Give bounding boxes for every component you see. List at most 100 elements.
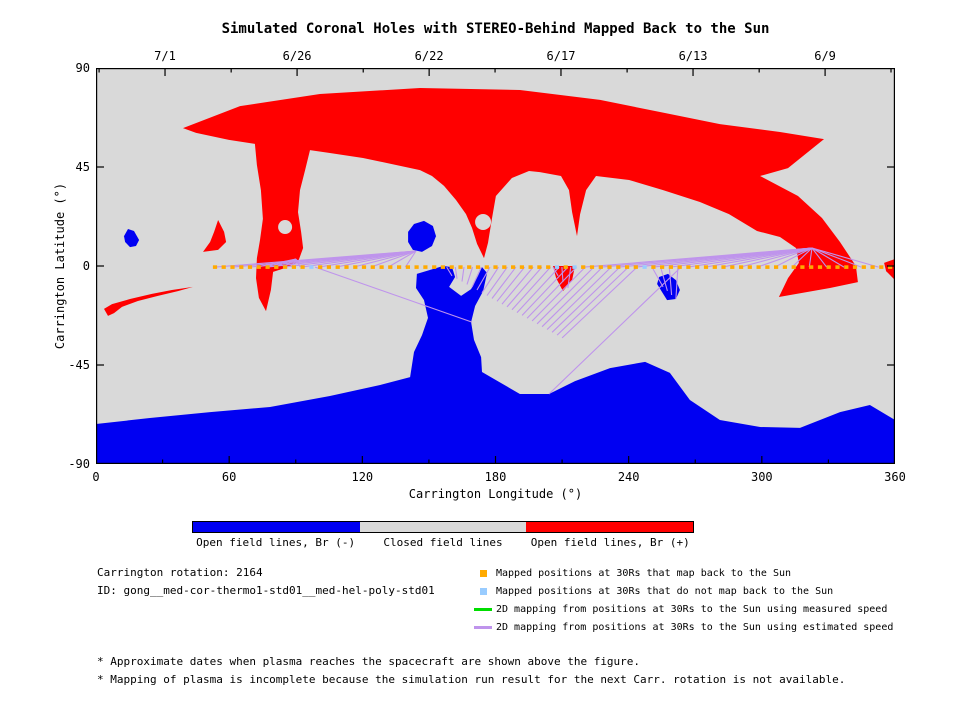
y-axis-label: Carrington Latitude (°) xyxy=(53,182,67,350)
mapped-position-dot xyxy=(625,265,630,269)
mapping-line-fan-red-column xyxy=(295,258,301,268)
x-axis-tick-label: 240 xyxy=(617,470,640,484)
run-id-text: ID: gong__med-cor-thermo1-std01__med-hel… xyxy=(97,584,435,597)
top-axis-date-label: 6/22 xyxy=(414,49,444,63)
mapped-position-dot xyxy=(300,265,305,269)
mapping-line-fan-south-plume xyxy=(536,266,595,325)
mapped-position-dot xyxy=(879,265,884,269)
mapping-line-fan-south-plume xyxy=(526,266,577,319)
y-axis-tick-label: 0 xyxy=(82,259,90,273)
plot-border xyxy=(96,68,895,464)
mapped-position-dot xyxy=(826,265,831,269)
x-axis-tick-label: 60 xyxy=(221,470,237,484)
mapping-line-fan-south-plume xyxy=(546,266,612,330)
legend-swatch-mark xyxy=(479,569,487,577)
legend-item: 2D mapping from positions at 30Rs to the… xyxy=(470,619,893,635)
unmapped-position-dot xyxy=(642,265,647,269)
x-axis-label: Carrington Longitude (°) xyxy=(408,487,583,501)
mapped-position-dot xyxy=(852,265,858,269)
mapping-line-fan-equator-spike xyxy=(561,267,564,282)
mapping-line-long-lines xyxy=(548,266,682,395)
mapped-position-dot xyxy=(581,265,586,269)
mapped-position-dot xyxy=(817,265,823,269)
mapping-line-fan-east-spike xyxy=(739,247,813,268)
legend-item: Mapped positions at 30Rs that do not map… xyxy=(470,583,833,599)
mapped-position-dot xyxy=(633,265,638,269)
mapped-position-dot xyxy=(414,265,419,269)
mapped-position-dot xyxy=(563,265,568,269)
mapped-position-dot xyxy=(519,265,524,269)
legend-swatch-mark xyxy=(479,587,487,595)
mapping-line-fan-west-blob xyxy=(353,250,417,268)
unmapped-position-dot xyxy=(309,265,314,269)
mapped-position-dot xyxy=(774,265,779,269)
mapped-position-dot xyxy=(239,265,244,269)
mapped-position-dot xyxy=(844,265,849,269)
mapped-position-dot xyxy=(765,265,770,269)
mapped-position-dot xyxy=(739,265,744,269)
mapped-position-dot xyxy=(782,265,787,269)
mapping-line-fan-east-spike xyxy=(811,247,879,268)
legend-item: Mapped positions at 30Rs that map back t… xyxy=(470,565,791,581)
mapped-position-dot xyxy=(265,265,270,269)
y-axis-tick-label: -90 xyxy=(68,457,90,471)
mapped-position-dot xyxy=(598,265,603,269)
mapped-position-dot xyxy=(756,265,761,269)
top-axis-date-label: 7/1 xyxy=(154,49,176,63)
mapped-position-dot xyxy=(432,265,437,269)
mapping-line-fan-south-plume xyxy=(501,266,534,305)
x-axis-tick-label: 0 xyxy=(92,470,100,484)
mapping-line-fan-south-plume xyxy=(506,266,543,308)
footnote-1: * Approximate dates when plasma reaches … xyxy=(97,655,641,668)
mapped-position-dot xyxy=(589,265,595,269)
mapping-line-fan-west-blob xyxy=(387,250,417,268)
mapped-position-dot xyxy=(686,265,691,269)
mapping-line-fan-south-plume xyxy=(461,267,465,282)
mapped-position-dot xyxy=(502,265,507,269)
top-axis-date-label: 6/9 xyxy=(814,49,836,63)
mapped-position-dot xyxy=(423,265,428,269)
legend-line-swatch xyxy=(470,625,496,629)
mapping-line-fan-east-spike xyxy=(757,247,813,268)
mapped-position-dot xyxy=(677,265,682,269)
mapping-line-fan-south-plume xyxy=(541,266,603,328)
mapped-position-dot xyxy=(370,265,375,269)
mapped-position-dot xyxy=(712,265,717,269)
mapped-position-dot xyxy=(247,265,253,269)
mapped-position-dot xyxy=(467,265,472,269)
mapping-line-fan-south-plume xyxy=(511,266,551,311)
mapped-position-dot xyxy=(274,265,279,269)
mapped-position-dot xyxy=(212,265,218,269)
mapped-position-dot xyxy=(344,265,349,269)
page-title: Simulated Coronal Holes with STEREO-Behi… xyxy=(221,21,770,37)
mapping-line-fan-south-plume xyxy=(551,266,621,333)
carrington-rotation-text: Carrington rotation: 2164 xyxy=(97,566,263,579)
mapping-line-fan-equator-spike xyxy=(552,266,559,277)
top-axis-date-label: 6/13 xyxy=(678,49,708,63)
mapped-position-dot xyxy=(318,265,323,269)
mapping-line-fan-south-plume xyxy=(531,266,586,322)
mapped-position-dot xyxy=(388,265,393,269)
carrington-map-plot xyxy=(96,68,895,464)
coronal-hole-positive-crescent-low-left xyxy=(104,286,193,316)
closed-field-hole xyxy=(475,214,492,230)
colorbar-label-open-positive: Open field lines, Br (+) xyxy=(530,536,690,549)
mapped-position-dot xyxy=(397,265,402,269)
field-line-colorbar xyxy=(192,521,694,533)
x-axis-tick-label: 360 xyxy=(884,470,906,484)
mapped-position-dot xyxy=(335,265,340,269)
coronal-hole-negative-small-blob-upper-left xyxy=(124,229,140,248)
mapped-position-dot xyxy=(379,265,384,269)
mapped-position-dot xyxy=(747,265,752,269)
mapping-line-fan-south-plume xyxy=(561,266,638,339)
mapped-position-dot xyxy=(703,265,709,269)
mapped-position-dot xyxy=(283,265,288,269)
mapped-position-dot xyxy=(256,265,261,269)
legend-item-label: Mapped positions at 30Rs that do not map… xyxy=(496,585,834,597)
mapped-position-dot xyxy=(475,265,481,269)
legend-square-swatch xyxy=(470,569,496,577)
mapping-line-fan-lower-blob xyxy=(651,266,664,288)
footnote-2: * Mapping of plasma is incomplete becaus… xyxy=(97,673,846,686)
colorbar-segment-0 xyxy=(193,522,360,532)
mapped-position-dot xyxy=(835,265,840,269)
